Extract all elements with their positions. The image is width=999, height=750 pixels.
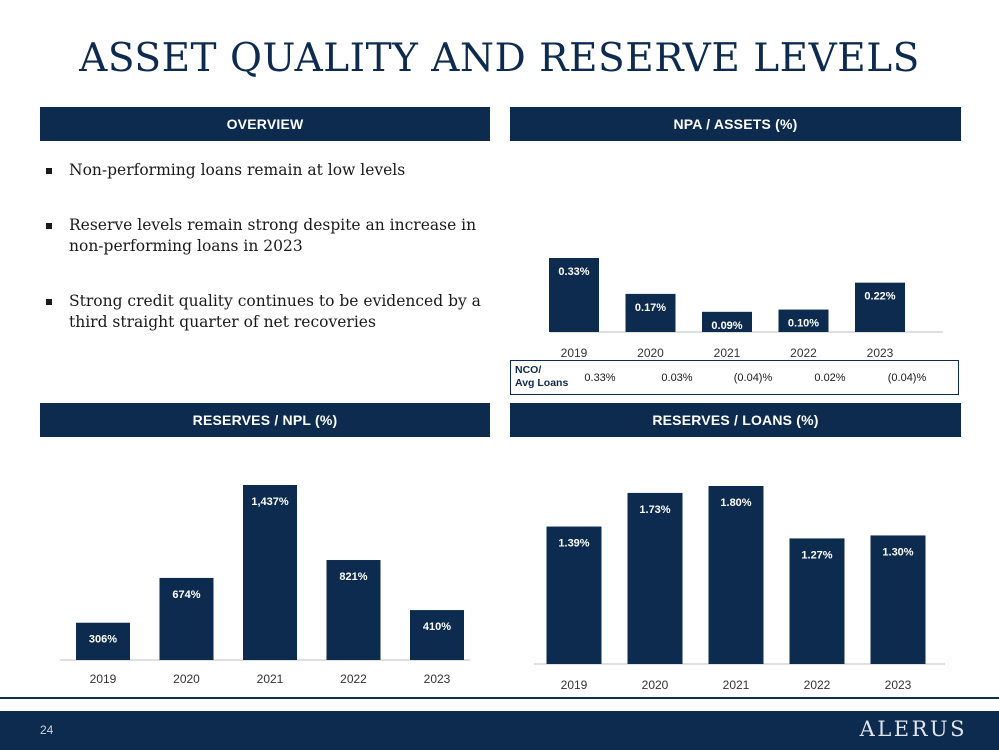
tick-label-2022: 2022 <box>340 672 367 686</box>
data-label-2020: 0.17% <box>635 302 666 314</box>
tick-label-2020: 2020 <box>173 672 200 686</box>
data-label-2023: 410% <box>423 621 451 633</box>
footer-divider <box>0 697 999 699</box>
bar-2022 <box>789 538 845 664</box>
npa-assets-chart: 0.33% 2019 0.17% 2020 0.09% 2021 0.10% 2022 0.22… <box>549 258 943 360</box>
data-label-2021: 1,437% <box>251 496 289 508</box>
bar-2021 <box>243 485 297 660</box>
data-label-2023: 0.22% <box>864 291 895 303</box>
tick-label-2023: 2023 <box>885 678 912 692</box>
bullet-item: Reserve levels remain strong despite an … <box>46 215 486 257</box>
bar-2020 <box>625 293 676 332</box>
data-label-2022: 821% <box>339 571 367 583</box>
bar-2023 <box>870 535 926 664</box>
tick-label-2020: 2020 <box>642 678 669 692</box>
square-bullet-icon <box>46 168 52 174</box>
bar-2021 <box>702 311 752 332</box>
bullet-item: Non-performing loans remain at low level… <box>46 160 486 181</box>
data-label-2022: 1.27% <box>801 549 832 561</box>
data-label-2019: 1.39% <box>558 538 589 550</box>
data-label-2021: 0.09% <box>711 320 742 332</box>
overview-bullets: Non-performing loans remain at low level… <box>46 160 486 367</box>
page-number: 24 <box>40 723 54 737</box>
overview-header: OVERVIEW <box>40 107 490 141</box>
tick-label-2019: 2019 <box>561 346 588 360</box>
data-label-2023: 1.30% <box>882 546 913 558</box>
nco-label: NCO/ Avg Loans <box>515 364 568 390</box>
tick-label-2022: 2022 <box>804 678 831 692</box>
data-label-2019: 306% <box>89 634 117 646</box>
footer-bar: 24 ALERUS <box>0 711 999 750</box>
square-bullet-icon <box>46 223 52 229</box>
nco-value-2019: 0.33% <box>584 372 616 384</box>
tick-label-2019: 2019 <box>561 678 588 692</box>
bullet-text: Reserve levels remain strong despite an … <box>69 216 477 255</box>
square-bullet-icon <box>46 299 52 305</box>
reserves-npl-chart: 306% 2019 674% 2020 1,437% 2021 821% 2022 410% 20… <box>60 485 470 686</box>
reserves-npl-header: RESERVES / NPL (%) <box>40 403 490 437</box>
tick-label-2023: 2023 <box>424 672 451 686</box>
data-label-2020: 1.73% <box>639 504 670 516</box>
bar-2023 <box>855 282 905 332</box>
bar-2019 <box>546 526 602 664</box>
tick-label-2020: 2020 <box>637 346 664 360</box>
bar-2019 <box>76 622 130 660</box>
bullet-item: Strong credit quality continues to be ev… <box>46 291 486 333</box>
bar-2021 <box>708 486 764 664</box>
bar-2020 <box>159 577 214 660</box>
bullet-text: Strong credit quality continues to be ev… <box>69 292 481 331</box>
data-label-2020: 674% <box>172 589 200 601</box>
page-title: ASSET QUALITY AND RESERVE LEVELS <box>79 36 920 81</box>
tick-label-2019: 2019 <box>90 672 117 686</box>
tick-label-2021: 2021 <box>257 672 284 686</box>
data-label-2022: 0.10% <box>788 318 819 330</box>
nco-label-line2: Avg Loans <box>515 377 569 389</box>
bar-2020 <box>627 492 683 664</box>
bar-2019 <box>549 258 599 332</box>
bar-2023 <box>410 610 464 660</box>
reserves-loans-header: RESERVES / LOANS (%) <box>510 403 961 437</box>
data-label-2021: 1.80% <box>720 497 751 509</box>
bullet-text: Non-performing loans remain at low level… <box>69 161 406 179</box>
npa-assets-header: NPA / ASSETS (%) <box>510 107 961 141</box>
tick-label-2021: 2021 <box>723 678 750 692</box>
nco-avg-loans-table: NCO/ Avg Loans 0.33% 0.03% (0.04)% 0.02%… <box>510 360 959 395</box>
tick-label-2023: 2023 <box>867 346 894 360</box>
bar-2022 <box>326 560 381 660</box>
nco-value-2020: 0.03% <box>661 372 693 384</box>
nco-value-2023: (0.04)% <box>887 372 927 384</box>
nco-value-2022: 0.02% <box>814 372 846 384</box>
data-label-2019: 0.33% <box>558 266 589 278</box>
tick-label-2021: 2021 <box>714 346 741 360</box>
bar-2022 <box>778 309 829 332</box>
tick-label-2022: 2022 <box>790 346 817 360</box>
nco-value-2021: (0.04)% <box>733 372 773 384</box>
alerus-logo: ALERUS <box>859 717 967 741</box>
nco-label-line1: NCO/ <box>515 364 542 376</box>
reserves-loans-chart: 1.39% 2019 1.73% 2020 1.80% 2021 1.27% 2022 1.30… <box>534 486 945 692</box>
